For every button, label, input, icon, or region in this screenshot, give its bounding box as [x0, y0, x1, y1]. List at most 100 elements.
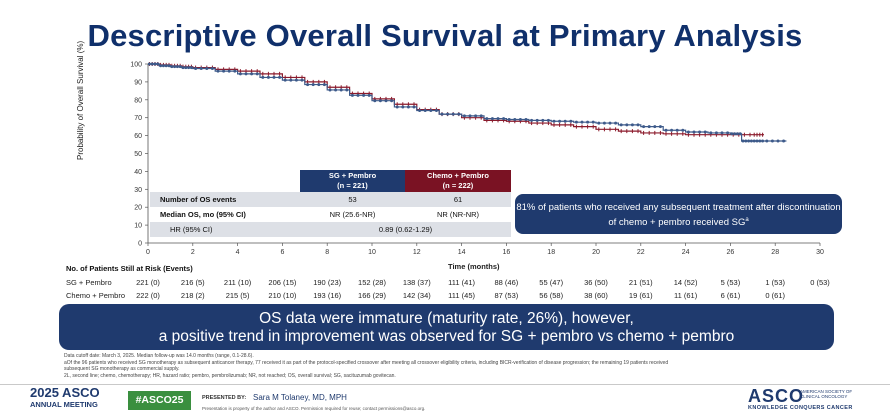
- censor-mark-sg: [602, 121, 606, 125]
- x-tick-label: 8: [325, 249, 329, 256]
- property-note: Presentation is property of the author a…: [202, 406, 426, 411]
- censor-mark-sg: [244, 72, 248, 76]
- censor-mark-sg: [758, 139, 762, 143]
- censor-mark-sg: [490, 117, 494, 121]
- risk-cell: 166 (29): [358, 291, 386, 300]
- row-label: Median OS, mo (95% CI): [160, 210, 246, 219]
- censor-mark-sg: [255, 72, 259, 76]
- risk-cell: 87 (53): [494, 291, 519, 300]
- censor-mark-sg: [161, 64, 165, 68]
- table-header-sg-n: (n = 221): [337, 181, 368, 190]
- censor-mark-sg: [782, 139, 786, 143]
- x-tick-label: 26: [727, 249, 735, 256]
- censor-mark-sg: [747, 139, 751, 143]
- censor-mark-sg: [507, 117, 511, 121]
- risk-cell: 206 (15): [268, 278, 297, 287]
- risk-cell: 14 (52): [673, 278, 698, 287]
- x-tick-label: 28: [771, 249, 779, 256]
- y-tick-label: 20: [134, 205, 142, 212]
- risk-cell: 38 (60): [584, 291, 608, 300]
- censor-mark-sg: [153, 62, 157, 66]
- censor-mark-sg: [266, 75, 270, 79]
- censor-mark-sg: [147, 62, 151, 66]
- censor-mark-sg: [546, 118, 550, 122]
- censor-mark-sg: [741, 139, 745, 143]
- risk-cell: 142 (34): [402, 291, 431, 300]
- x-tick-label: 14: [458, 249, 466, 256]
- censor-mark-sg: [653, 125, 657, 129]
- risk-cell: 55 (47): [539, 278, 564, 287]
- risk-cell: 138 (37): [402, 278, 431, 287]
- censor-mark-sg: [395, 105, 399, 109]
- row-value-chemo: 61: [453, 195, 463, 204]
- censor-mark-sg: [749, 139, 753, 143]
- censor-mark-sg: [306, 83, 310, 87]
- risk-table-title: No. of Patients Still at Risk (Events): [66, 264, 193, 273]
- censor-mark-sg: [692, 130, 696, 134]
- censor-mark-sg: [658, 125, 662, 129]
- censor-mark-sg: [474, 114, 478, 118]
- risk-cell: 11 (61): [673, 291, 698, 300]
- censor-mark-sg: [178, 65, 182, 69]
- row-label: HR (95% CI): [170, 225, 213, 234]
- censor-mark-sg: [744, 139, 748, 143]
- censor-mark-sg: [216, 69, 220, 73]
- censor-mark-sg: [681, 128, 685, 132]
- censor-mark-sg: [164, 64, 168, 68]
- y-axis-label: Probability of Overall Survival (%): [76, 40, 85, 160]
- censor-mark-sg: [738, 132, 742, 136]
- censor-mark-sg: [457, 112, 461, 116]
- censor-mark-sg: [735, 132, 739, 136]
- risk-cell: 19 (61): [628, 291, 653, 300]
- censor-mark-sg: [181, 66, 185, 70]
- censor-mark-sg: [356, 93, 360, 97]
- y-tick-label: 80: [134, 97, 142, 104]
- censor-mark-sg: [446, 112, 450, 116]
- censor-mark-sg: [350, 93, 354, 97]
- censor-mark-sg: [334, 88, 338, 92]
- risk-row-label-chemo: Chemo + Pembro: [66, 291, 125, 300]
- censor-mark-sg: [227, 69, 231, 73]
- risk-cell: 36 (50): [584, 278, 608, 287]
- censor-mark-sg: [518, 117, 522, 121]
- risk-cell: 111 (41): [448, 278, 476, 287]
- x-tick-label: 18: [547, 249, 555, 256]
- risk-cell: 190 (23): [313, 278, 342, 287]
- risk-cell: 218 (2): [180, 291, 205, 300]
- callout-text: 81% of patients who received any subsequ…: [516, 202, 841, 229]
- series-line-sg: [148, 63, 787, 142]
- asco-meeting-label: ANNUAL MEETING: [30, 400, 98, 409]
- risk-cell: 5 (53): [720, 278, 741, 287]
- risk-cell: 210 (10): [268, 291, 297, 300]
- censor-mark-sg: [170, 65, 174, 69]
- censor-mark-sg: [608, 121, 612, 125]
- row-value-sg: 53: [348, 195, 357, 204]
- footer-divider: [0, 384, 890, 385]
- censor-mark-sg: [670, 128, 674, 132]
- censor-mark-sg: [563, 119, 567, 123]
- censor-mark-sg: [686, 130, 690, 134]
- y-tick-label: 90: [134, 79, 142, 86]
- risk-cell: 152 (28): [358, 278, 386, 287]
- censor-mark-sg: [720, 131, 724, 135]
- censor-mark-sg: [187, 66, 191, 70]
- censor-mark-sg: [222, 69, 226, 73]
- censor-mark-sg: [272, 75, 276, 79]
- censor-mark-sg: [524, 117, 528, 121]
- asco-year: 2025 ASCO: [30, 385, 100, 400]
- risk-cell: 222 (0): [136, 291, 160, 300]
- censor-mark-sg: [485, 117, 489, 121]
- presented-by-label: PRESENTED BY:: [202, 395, 247, 401]
- censor-mark-sg: [159, 64, 163, 68]
- censor-mark-sg: [289, 78, 293, 82]
- asco-brand-logo: ASCO: [748, 386, 805, 406]
- censor-mark-sg: [513, 117, 517, 121]
- censor-mark-sg: [205, 66, 209, 70]
- censor-mark-sg: [434, 109, 438, 113]
- x-tick-label: 24: [682, 249, 690, 256]
- censor-mark-sg: [233, 69, 237, 73]
- censor-mark-sg: [345, 88, 349, 92]
- censor-mark-sg: [384, 99, 388, 103]
- censor-mark-sg: [362, 93, 366, 97]
- risk-cell: 211 (10): [223, 278, 252, 287]
